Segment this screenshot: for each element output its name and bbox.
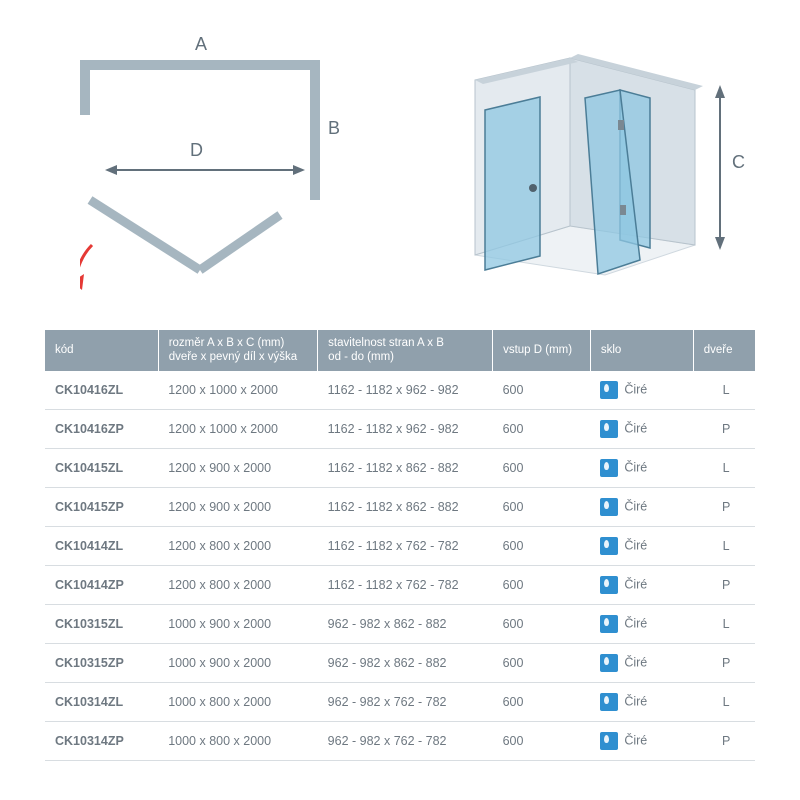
spec-table: kódrozměr A x B x C (mm)dveře x pevný dí… [45, 330, 755, 761]
col-dims: rozměr A x B x C (mm)dveře x pevný díl x… [158, 330, 317, 371]
cell-door: P [693, 565, 755, 604]
diagrams-area: A B D [0, 0, 800, 310]
cell-adj: 1162 - 1182 x 762 - 782 [318, 526, 493, 565]
easy-clean-icon [600, 654, 618, 672]
cell-glass: Čiré [590, 643, 693, 682]
isometric-shower: C [420, 30, 750, 290]
easy-clean-icon [600, 615, 618, 633]
cell-door: P [693, 409, 755, 448]
cell-glass: Čiré [590, 604, 693, 643]
table-row: CK10314ZP1000 x 800 x 2000962 - 982 x 76… [45, 721, 755, 760]
table-row: CK10415ZL1200 x 900 x 20001162 - 1182 x … [45, 448, 755, 487]
cell-door: P [693, 643, 755, 682]
cell-dims: 1000 x 800 x 2000 [158, 682, 317, 721]
cell-door: P [693, 487, 755, 526]
easy-clean-icon [600, 381, 618, 399]
easy-clean-icon [600, 693, 618, 711]
cell-glass: Čiré [590, 526, 693, 565]
easy-clean-icon [600, 498, 618, 516]
cell-code: CK10315ZL [45, 604, 158, 643]
cell-code: CK10315ZP [45, 643, 158, 682]
cell-door: L [693, 682, 755, 721]
cell-adj: 962 - 982 x 762 - 782 [318, 682, 493, 721]
col-code: kód [45, 330, 158, 371]
dimension-D-arrow [105, 162, 305, 178]
door-swing [80, 190, 330, 300]
easy-clean-icon [600, 537, 618, 555]
cell-entry: 600 [493, 448, 591, 487]
col-entry: vstup D (mm) [493, 330, 591, 371]
easy-clean-icon [600, 459, 618, 477]
cell-code: CK10416ZL [45, 371, 158, 410]
cell-door: L [693, 604, 755, 643]
cell-dims: 1200 x 900 x 2000 [158, 487, 317, 526]
cell-dims: 1200 x 1000 x 2000 [158, 409, 317, 448]
table-row: CK10416ZL1200 x 1000 x 20001162 - 1182 x… [45, 371, 755, 410]
cell-door: L [693, 526, 755, 565]
label-B: B [328, 118, 340, 139]
cell-dims: 1200 x 800 x 2000 [158, 526, 317, 565]
cell-glass: Čiré [590, 487, 693, 526]
cell-adj: 962 - 982 x 862 - 882 [318, 604, 493, 643]
cell-glass: Čiré [590, 371, 693, 410]
cell-entry: 600 [493, 526, 591, 565]
cell-dims: 1200 x 900 x 2000 [158, 448, 317, 487]
cell-glass: Čiré [590, 565, 693, 604]
cell-adj: 1162 - 1182 x 862 - 882 [318, 448, 493, 487]
label-D: D [190, 140, 203, 161]
cell-dims: 1000 x 800 x 2000 [158, 721, 317, 760]
cell-dims: 1000 x 900 x 2000 [158, 643, 317, 682]
cell-glass: Čiré [590, 682, 693, 721]
cell-adj: 962 - 982 x 762 - 782 [318, 721, 493, 760]
cell-entry: 600 [493, 487, 591, 526]
cell-glass: Čiré [590, 448, 693, 487]
cell-code: CK10414ZP [45, 565, 158, 604]
cell-entry: 600 [493, 682, 591, 721]
cell-entry: 600 [493, 643, 591, 682]
table-header-row: kódrozměr A x B x C (mm)dveře x pevný dí… [45, 330, 755, 371]
table-row: CK10315ZP1000 x 900 x 2000962 - 982 x 86… [45, 643, 755, 682]
cell-adj: 1162 - 1182 x 862 - 882 [318, 487, 493, 526]
cell-code: CK10415ZL [45, 448, 158, 487]
cell-code: CK10314ZP [45, 721, 158, 760]
cell-code: CK10415ZP [45, 487, 158, 526]
easy-clean-icon [600, 732, 618, 750]
easy-clean-icon [600, 420, 618, 438]
floorplan-schematic: A B D [60, 40, 350, 290]
cell-glass: Čiré [590, 721, 693, 760]
cell-door: P [693, 721, 755, 760]
cell-code: CK10416ZP [45, 409, 158, 448]
table-row: CK10314ZL1000 x 800 x 2000962 - 982 x 76… [45, 682, 755, 721]
table-row: CK10415ZP1200 x 900 x 20001162 - 1182 x … [45, 487, 755, 526]
col-glass: sklo [590, 330, 693, 371]
label-C: C [732, 152, 745, 173]
cell-dims: 1200 x 1000 x 2000 [158, 371, 317, 410]
label-A: A [195, 34, 207, 55]
cell-dims: 1200 x 800 x 2000 [158, 565, 317, 604]
cell-entry: 600 [493, 565, 591, 604]
easy-clean-icon [600, 576, 618, 594]
table-row: CK10416ZP1200 x 1000 x 20001162 - 1182 x… [45, 409, 755, 448]
cell-dims: 1000 x 900 x 2000 [158, 604, 317, 643]
col-door: dveře [693, 330, 755, 371]
cell-entry: 600 [493, 371, 591, 410]
cell-adj: 1162 - 1182 x 962 - 982 [318, 409, 493, 448]
cell-adj: 1162 - 1182 x 762 - 782 [318, 565, 493, 604]
cell-code: CK10414ZL [45, 526, 158, 565]
cell-adj: 1162 - 1182 x 962 - 982 [318, 371, 493, 410]
col-adj: stavitelnost stran A x Bod - do (mm) [318, 330, 493, 371]
cell-entry: 600 [493, 721, 591, 760]
cell-entry: 600 [493, 409, 591, 448]
cell-code: CK10314ZL [45, 682, 158, 721]
table-row: CK10315ZL1000 x 900 x 2000962 - 982 x 86… [45, 604, 755, 643]
table-row: CK10414ZP1200 x 800 x 20001162 - 1182 x … [45, 565, 755, 604]
table-row: CK10414ZL1200 x 800 x 20001162 - 1182 x … [45, 526, 755, 565]
cell-glass: Čiré [590, 409, 693, 448]
cell-door: L [693, 448, 755, 487]
cell-door: L [693, 371, 755, 410]
cell-adj: 962 - 982 x 862 - 882 [318, 643, 493, 682]
cell-entry: 600 [493, 604, 591, 643]
